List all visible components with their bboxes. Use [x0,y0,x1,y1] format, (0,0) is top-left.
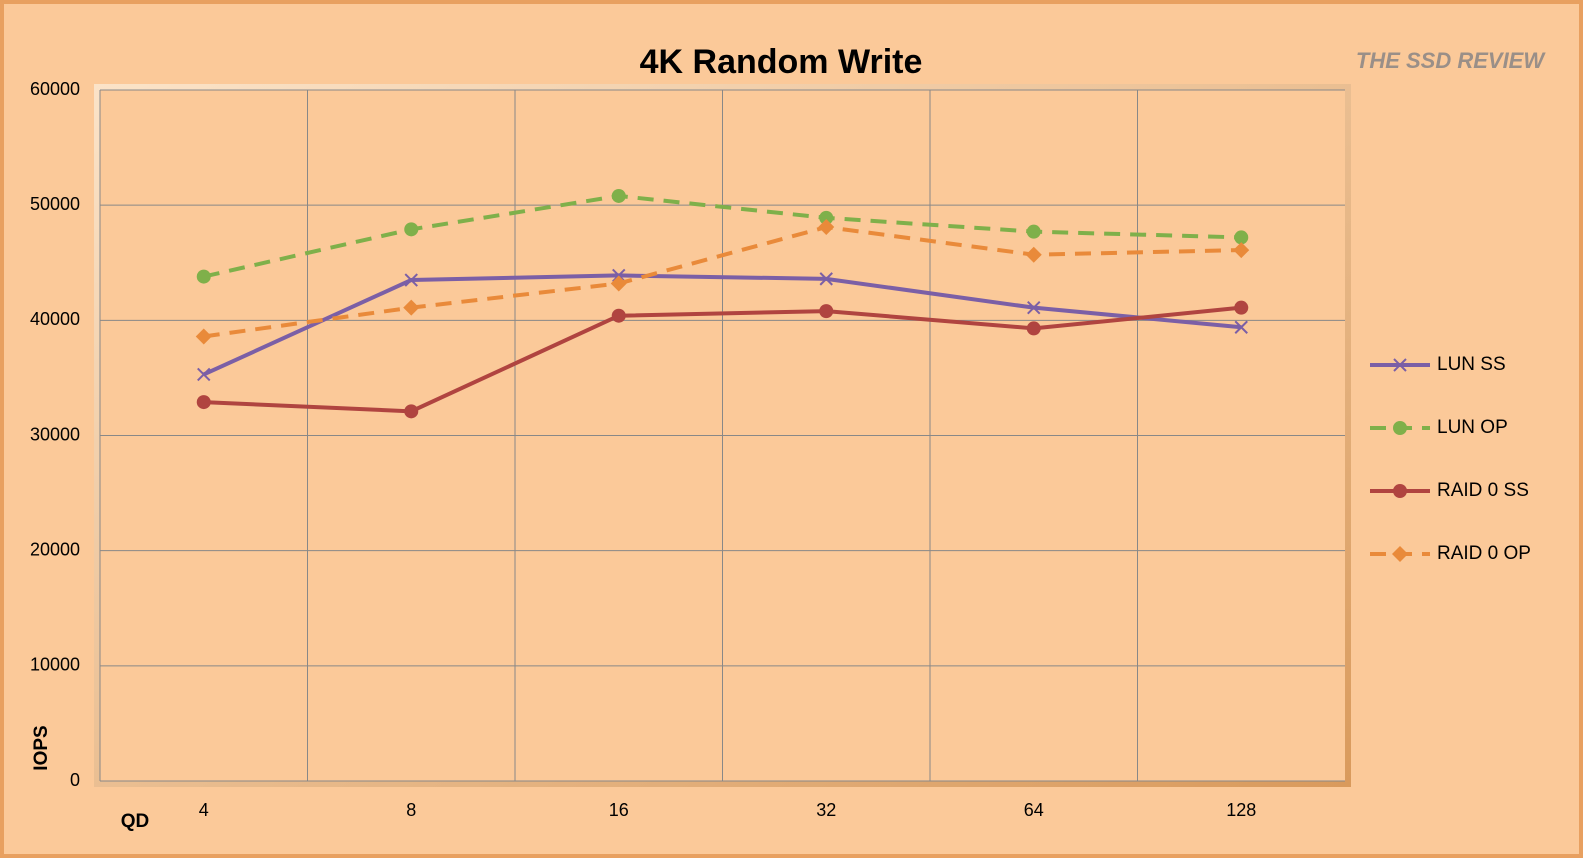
y-tick-label: 40000 [30,309,80,329]
marker [403,299,420,316]
y-tick-label: 20000 [30,539,80,559]
marker [612,268,626,283]
series-line [203,193,1242,279]
x-tick-label: 16 [609,800,629,820]
marker [819,210,834,225]
marker [611,188,626,203]
marker [1233,242,1250,259]
marker [819,272,833,286]
y-tick-label: 60000 [30,79,80,99]
marker [195,328,212,345]
y-axis-label: IOPS [31,725,52,770]
legend-label: RAID 0 OP [1437,543,1531,564]
watermark: THE SSD REVIEW [1356,48,1546,73]
marker [610,275,627,292]
marker [196,395,211,410]
y-tick-label: 50000 [30,194,80,214]
marker [1027,300,1041,315]
x-tick-label: 4 [199,800,209,820]
legend-marker [1393,484,1407,498]
marker [1234,230,1249,245]
legend-label: RAID 0 SS [1437,480,1529,501]
marker [404,222,419,237]
x-tick-label: 64 [1024,800,1044,820]
marker [1026,224,1041,239]
marker [1234,320,1248,334]
marker [404,404,419,419]
legend-marker [1393,421,1407,435]
legend-marker [1392,546,1408,562]
marker [1234,300,1249,315]
marker [196,269,211,284]
x-axis-label: QD [121,811,150,832]
marker [819,304,834,319]
marker [404,273,418,287]
series-line [203,305,1242,414]
marker [818,219,835,236]
y-tick-label: 0 [70,770,80,790]
y-tick-label: 10000 [30,655,80,675]
y-tick-label: 30000 [30,424,80,444]
marker [1025,246,1042,263]
legend-label: LUN SS [1437,354,1506,375]
series-line [202,273,1242,377]
chart-title: 4K Random Write [640,43,923,81]
x-tick-label: 32 [816,800,836,820]
marker [197,367,211,382]
x-tick-label: 128 [1226,800,1256,820]
legend-label: LUN OP [1437,417,1508,438]
legend-marker [1393,358,1407,372]
marker [1026,321,1041,336]
x-tick-label: 8 [406,800,416,820]
series-line [203,225,1242,339]
marker [611,308,626,323]
